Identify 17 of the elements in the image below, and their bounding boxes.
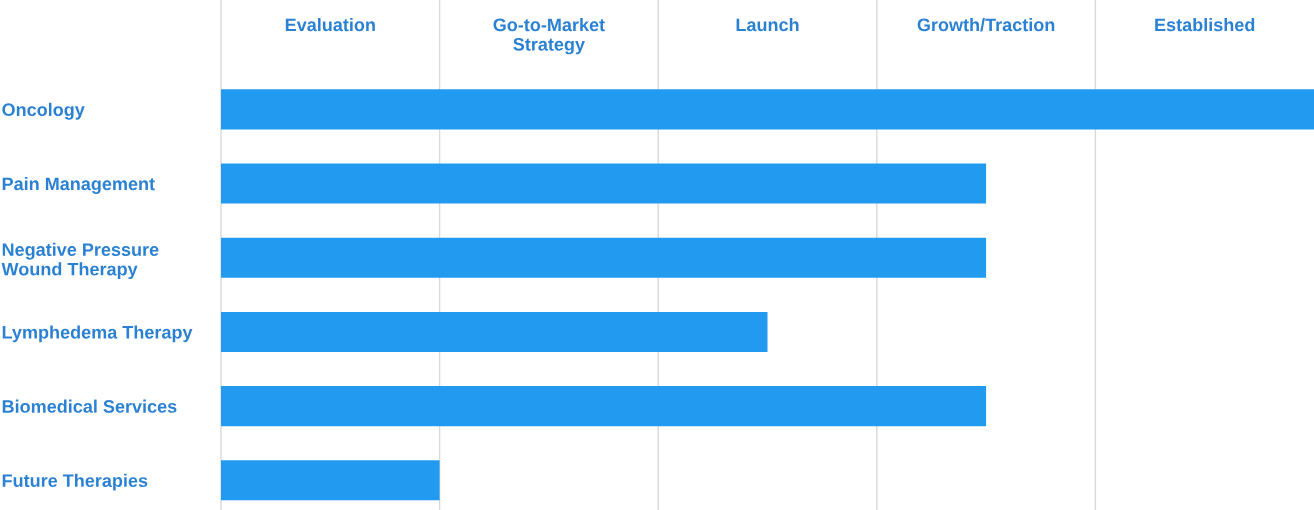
text: Go-to-Market Strategy <box>493 18 605 55</box>
y-tick-label: Oncology <box>2 102 85 120</box>
bar <box>221 163 987 204</box>
text: Established <box>1155 18 1255 32</box>
bar <box>221 89 1314 130</box>
bar <box>221 460 440 501</box>
text: Growth/Traction <box>917 18 1055 32</box>
y-tick-label: Negative Pressure Wound Therapy <box>1 242 159 280</box>
text: Evaluation <box>285 18 375 32</box>
y-tick-label: Pain Management <box>2 177 155 194</box>
bar <box>221 386 987 427</box>
text: Launch <box>736 18 799 32</box>
y-tick-label: Future Therapies <box>2 473 148 491</box>
bar <box>221 311 768 352</box>
bar <box>221 237 987 278</box>
y-tick-label: Lymphedema Therapy <box>2 325 193 343</box>
y-tick-label: Biomedical Services <box>2 399 177 413</box>
